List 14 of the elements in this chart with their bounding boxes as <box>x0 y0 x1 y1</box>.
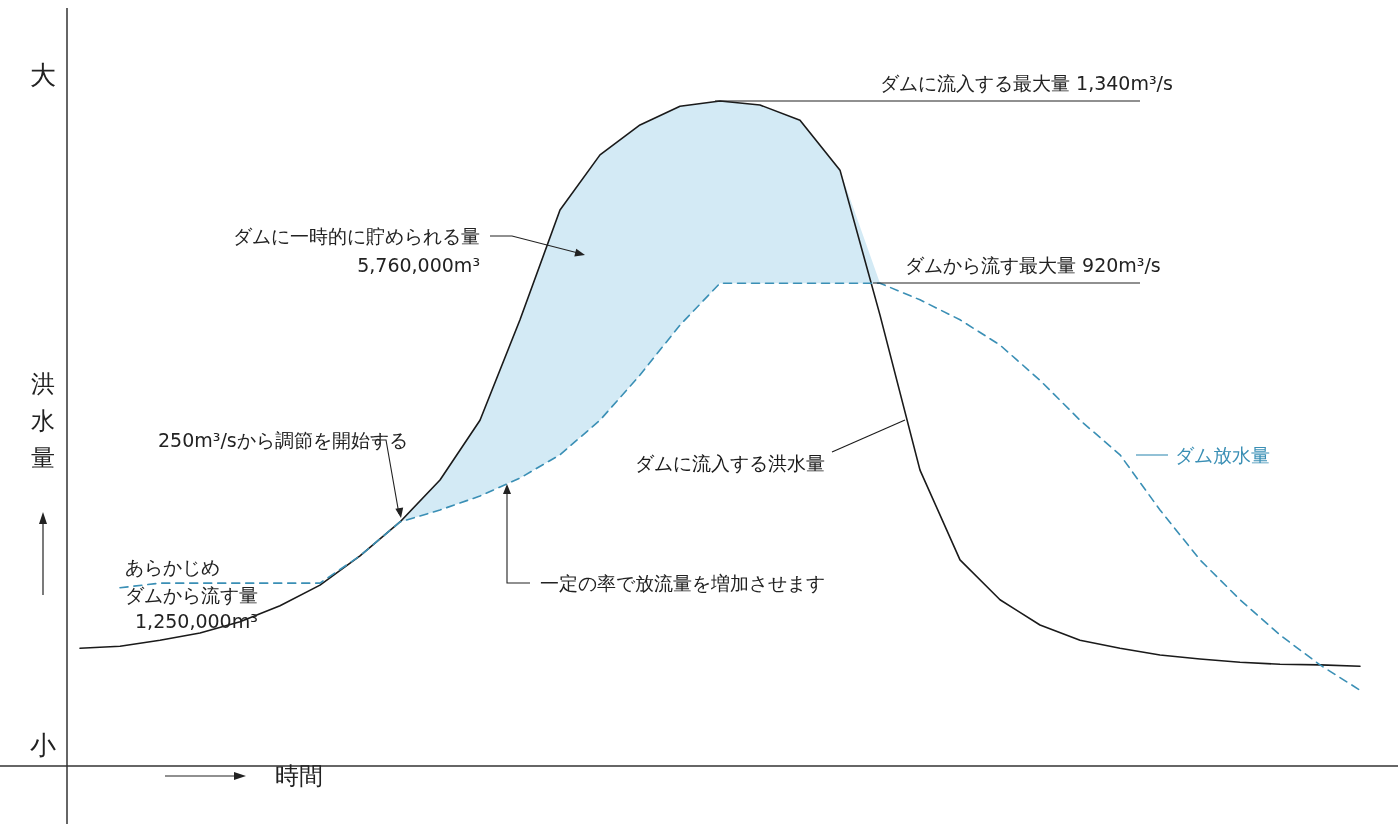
annotation: ダムから流す最大量 920m³/s <box>905 254 1161 276</box>
text: 小 <box>30 730 56 760</box>
annotation: ダムから流す量 <box>125 584 258 606</box>
annotation: 250m³/sから調節を開始する <box>158 429 408 451</box>
text: 大 <box>30 60 56 90</box>
annotation: あらかじめ <box>125 556 220 578</box>
x-axis-title: 時間 <box>275 762 323 790</box>
annotation: 5,760,000m³ <box>357 254 480 276</box>
text: ダムに流入する最大量 1,340m³/s <box>880 72 1173 94</box>
legend-label: ダム放水量 <box>1175 444 1270 466</box>
annotation: ダムに一時的に貯められる量 <box>233 225 480 247</box>
annotation: 一定の率で放流量を増加させます <box>540 572 825 594</box>
y-axis-title: 洪水量 <box>31 370 55 472</box>
text: ダムに流入する洪水量 <box>635 452 825 474</box>
